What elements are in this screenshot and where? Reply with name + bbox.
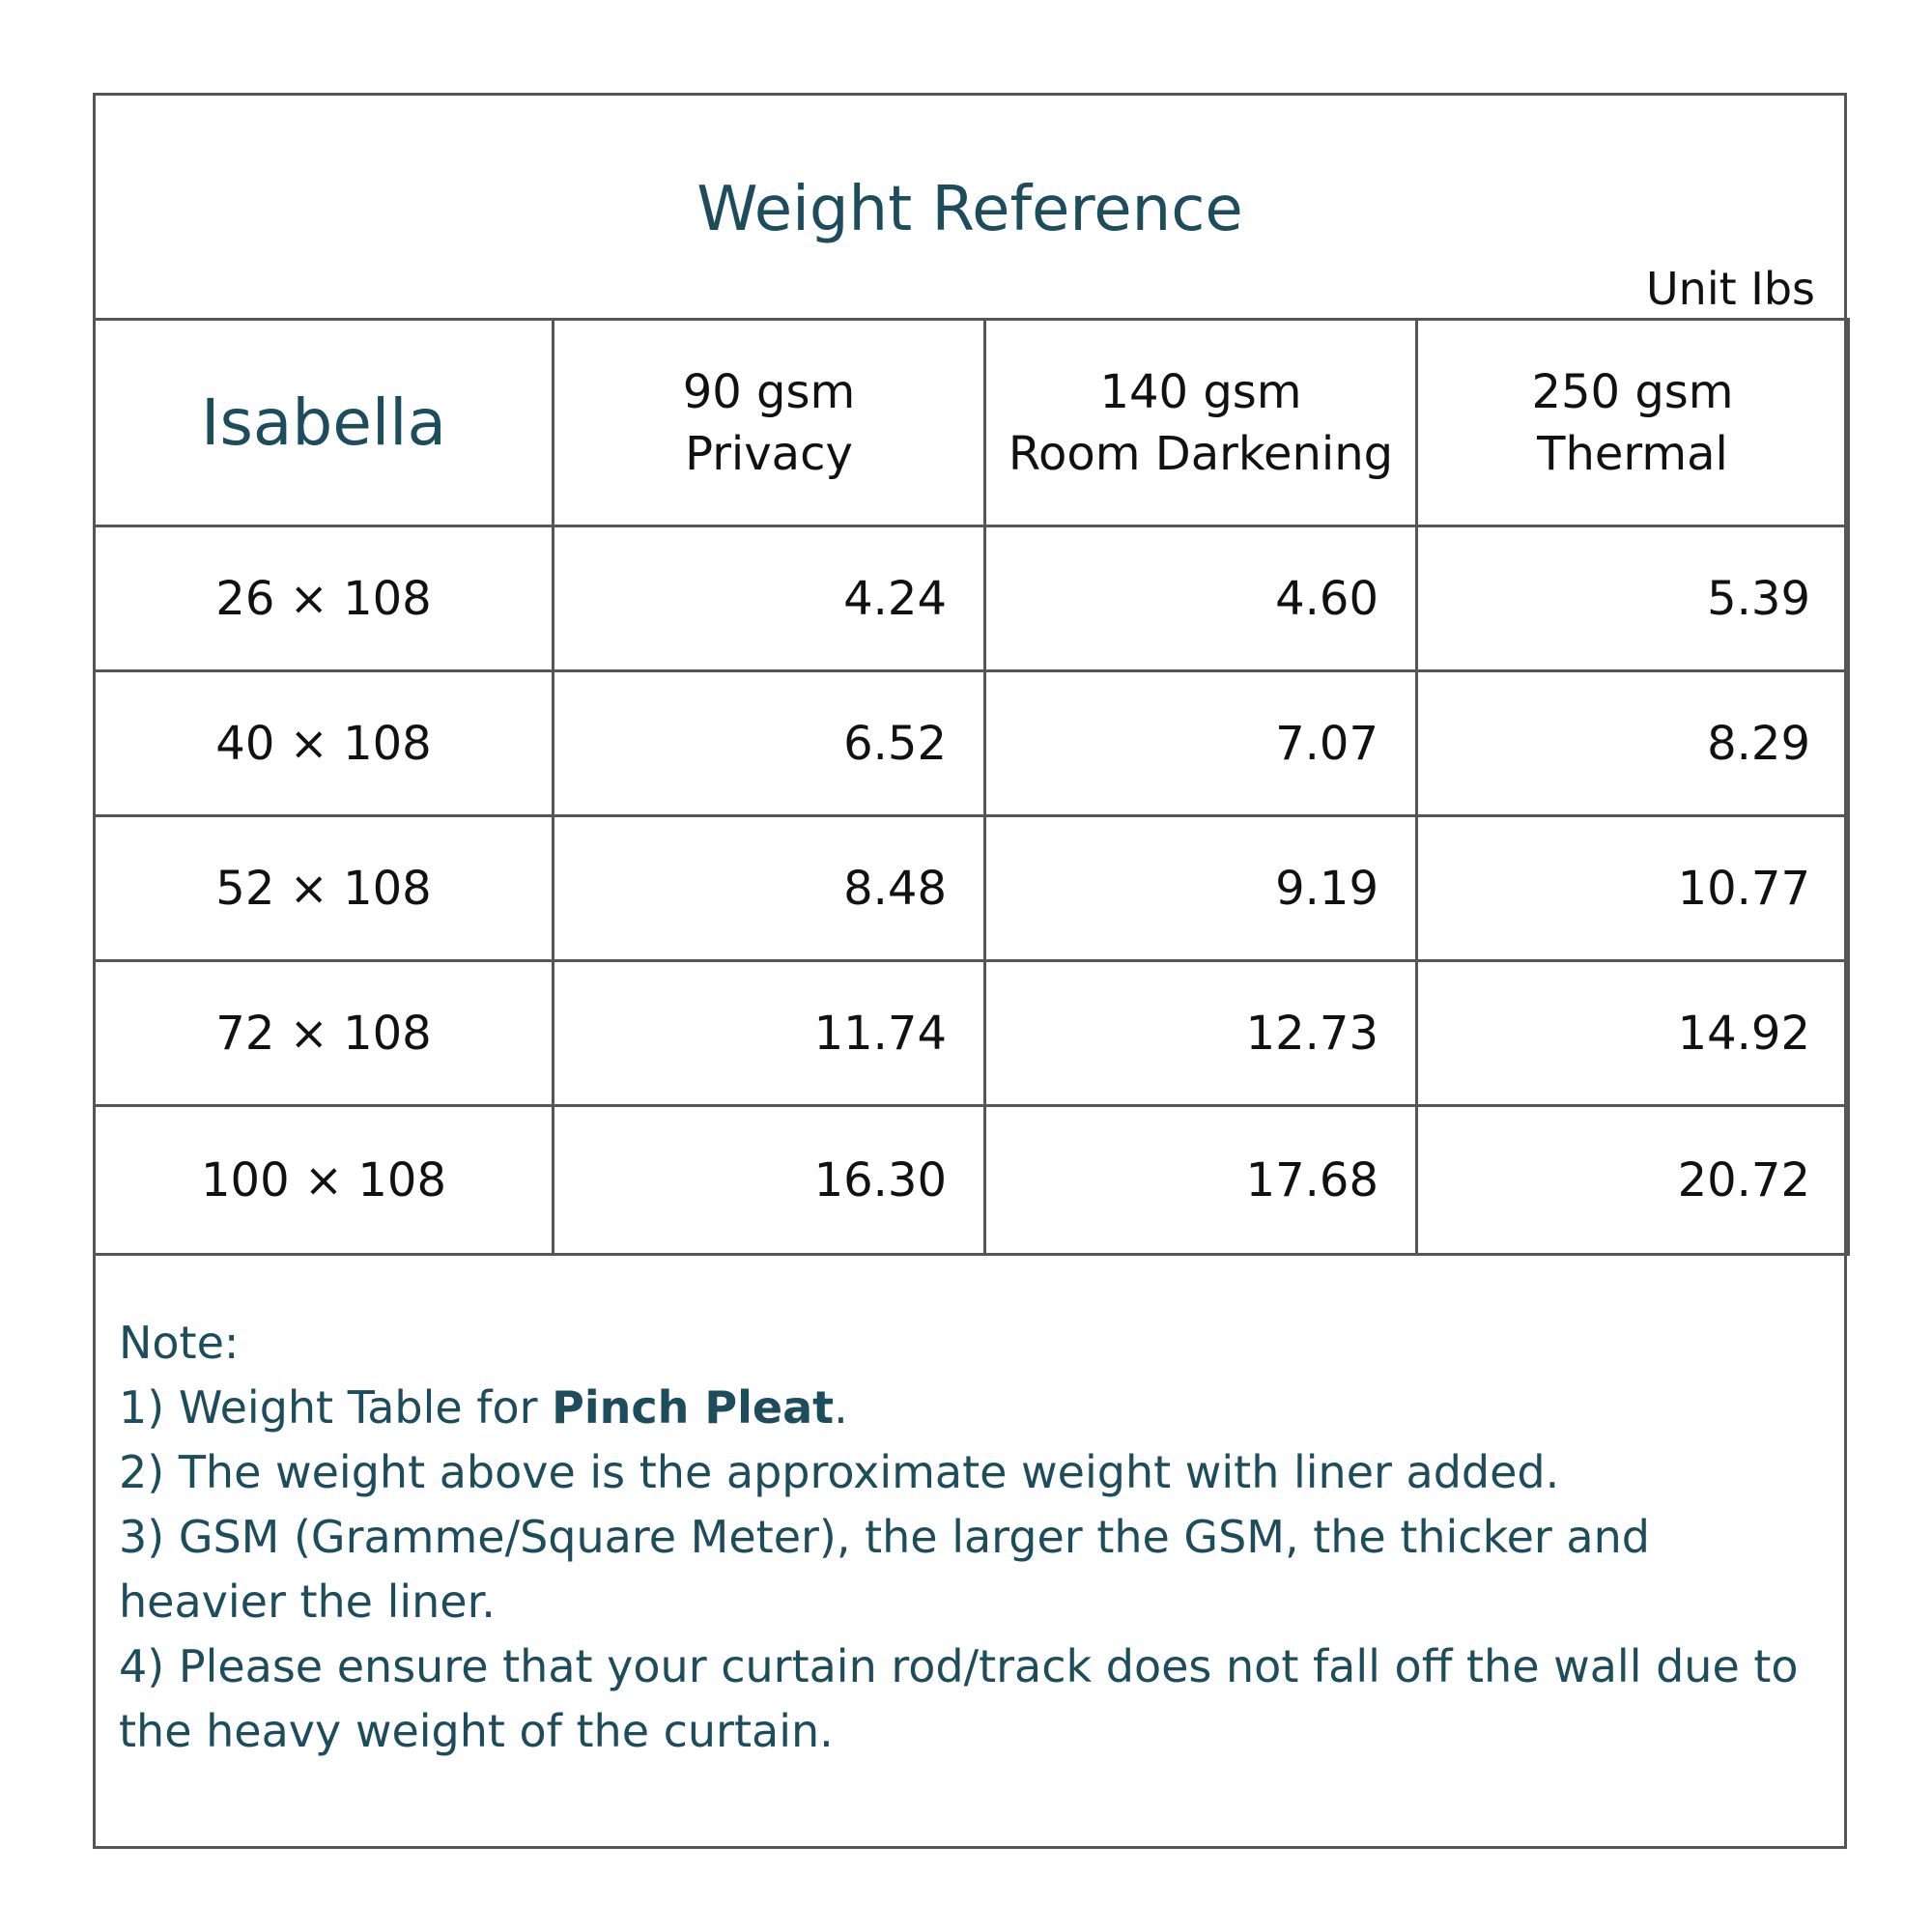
size-cell: 100 × 108 xyxy=(93,1104,554,1256)
column-header-line: Room Darkening xyxy=(1008,426,1394,481)
weight-cell: 5.39 xyxy=(1415,525,1850,672)
table-row: 26 × 108 4.24 4.60 5.39 xyxy=(93,525,1850,672)
note-3: 3) GSM (Gramme/Square Meter), the larger… xyxy=(119,1511,1650,1628)
column-header-line: Thermal xyxy=(1537,426,1728,481)
weight-cell: 16.30 xyxy=(552,1104,986,1256)
column-header-thermal: 250 gsm Thermal xyxy=(1415,318,1850,527)
note-1-emphasis: Pinch Pleat xyxy=(552,1381,835,1434)
note-1-suffix: . xyxy=(834,1381,848,1434)
notes-heading: Note: xyxy=(119,1317,240,1369)
unit-label: Unit Ibs xyxy=(1646,263,1815,315)
weight-reference-card: Weight Reference Unit Ibs Isabella 90 gs… xyxy=(93,93,1850,1849)
weight-cell: 14.92 xyxy=(1415,959,1850,1107)
weight-cell: 17.68 xyxy=(983,1104,1418,1256)
weight-cell: 11.74 xyxy=(552,959,986,1107)
column-header-line: Privacy xyxy=(685,426,853,481)
table-row: 72 × 108 11.74 12.73 14.92 xyxy=(93,959,1850,1107)
weight-cell: 6.52 xyxy=(552,669,986,817)
size-cell: 52 × 108 xyxy=(93,814,554,962)
weight-cell: 12.73 xyxy=(983,959,1418,1107)
weight-cell: 4.24 xyxy=(552,525,986,672)
note-1: 1) Weight Table for Pinch Pleat. xyxy=(119,1376,1829,1440)
notes-section: Note: 1) Weight Table for Pinch Pleat. 2… xyxy=(119,1311,1829,1764)
size-cell: 26 × 108 xyxy=(93,525,554,672)
size-cell: 72 × 108 xyxy=(93,959,554,1107)
note-4: 4) Please ensure that your curtain rod/t… xyxy=(119,1640,1799,1757)
weight-cell: 4.60 xyxy=(983,525,1418,672)
column-header-line: 90 gsm xyxy=(682,364,856,419)
column-header-line: 140 gsm xyxy=(1099,364,1302,419)
weight-cell: 9.19 xyxy=(983,814,1418,962)
size-cell: 40 × 108 xyxy=(93,669,554,817)
note-1-prefix: 1) Weight Table for xyxy=(119,1381,553,1434)
note-2: 2) The weight above is the approximate w… xyxy=(119,1446,1560,1498)
weight-table: Isabella 90 gsm Privacy 140 gsm Room Dar… xyxy=(93,318,1850,1256)
table-row: 40 × 108 6.52 7.07 8.29 xyxy=(93,669,1850,817)
weight-cell: 10.77 xyxy=(1415,814,1850,962)
table-row: 100 × 108 16.30 17.68 20.72 xyxy=(93,1104,1850,1256)
model-name: Isabella xyxy=(93,318,554,527)
page-title: Weight Reference xyxy=(696,174,1243,245)
table-row: 52 × 108 8.48 9.19 10.77 xyxy=(93,814,1850,962)
weight-cell: 8.29 xyxy=(1415,669,1850,817)
weight-cell: 20.72 xyxy=(1415,1104,1850,1256)
table-header-row: Isabella 90 gsm Privacy 140 gsm Room Dar… xyxy=(93,318,1850,527)
weight-cell: 8.48 xyxy=(552,814,986,962)
column-header-privacy: 90 gsm Privacy xyxy=(552,318,986,527)
weight-cell: 7.07 xyxy=(983,669,1418,817)
column-header-line: 250 gsm xyxy=(1531,364,1734,419)
column-header-room-darkening: 140 gsm Room Darkening xyxy=(983,318,1418,527)
